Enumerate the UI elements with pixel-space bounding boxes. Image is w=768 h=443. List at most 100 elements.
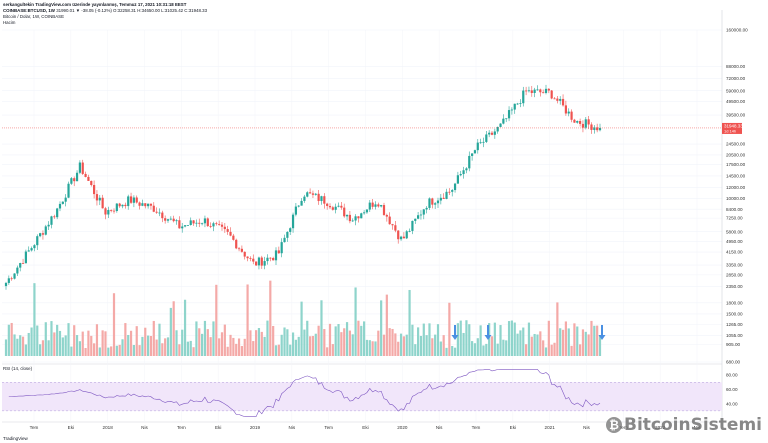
candle-body (198, 222, 201, 224)
volume-bar (27, 332, 30, 356)
candle-body (331, 207, 334, 210)
candle-body (382, 205, 386, 215)
candle-body (164, 218, 167, 221)
candle-body (121, 204, 124, 207)
rsi-band (2, 382, 722, 411)
volume-bar (476, 338, 479, 356)
candle-body (115, 203, 118, 212)
volume-bar (363, 321, 366, 356)
candle-body (394, 225, 397, 231)
volume-bar (175, 330, 178, 356)
candle-body (561, 98, 565, 106)
volume-bar (232, 337, 235, 356)
candle-body (385, 214, 388, 217)
candle-body (522, 90, 525, 104)
volume-bar (215, 284, 218, 356)
volume-bar (465, 320, 468, 356)
volume-bar (448, 302, 451, 356)
volume-bar (462, 332, 465, 356)
candle-body (41, 233, 45, 235)
candle-body (300, 200, 303, 206)
time-tick-label: Tem (324, 425, 333, 430)
volume-bar (502, 339, 505, 356)
candle-body (201, 223, 204, 225)
volume-arrow-head (451, 335, 459, 340)
volume-bar (559, 328, 562, 356)
price-tick-label: 14500.00 (726, 174, 746, 179)
candle-body (155, 211, 158, 213)
time-tick-label: Nis (694, 425, 701, 430)
price-tick-label: 7250.00 (726, 216, 743, 221)
candle-body (36, 236, 39, 246)
volume-bar (581, 329, 585, 356)
candle-body (206, 218, 209, 227)
volume-bar (255, 330, 258, 356)
candle-body (510, 109, 513, 111)
candle-body (189, 220, 192, 226)
volume-bar (218, 338, 221, 356)
volume-bar (598, 335, 602, 356)
volume-bar (544, 347, 548, 356)
candle-body (215, 223, 218, 225)
candle-body (175, 220, 178, 222)
candle-body (104, 208, 107, 215)
candle-body (317, 193, 320, 202)
price-tick-label: 1055.00 (726, 333, 743, 338)
volume-bar (453, 347, 457, 356)
candle-body (289, 228, 292, 232)
candle-body (192, 220, 195, 224)
volume-bar (195, 321, 198, 356)
candle-body (598, 127, 602, 131)
symbol-info: COINBASE:BTCUSD, 1W 31990.01 ▼ -38.05 (-… (3, 8, 208, 13)
candle-body (152, 205, 155, 212)
candle-body (536, 89, 539, 91)
volume-bar (186, 341, 189, 356)
candle-body (27, 250, 30, 252)
volume-bar (87, 330, 90, 356)
volume-bar (439, 341, 442, 356)
candle-body (442, 197, 445, 199)
candle-body (10, 278, 13, 280)
volume-bar (539, 331, 542, 356)
volume-bar (44, 322, 47, 356)
volume-bar (507, 321, 511, 356)
candle-body (67, 183, 70, 198)
candle-body (112, 210, 116, 212)
candle-body (533, 89, 536, 94)
volume-bar (36, 325, 39, 356)
candle-body (169, 218, 172, 220)
volume-bar (260, 331, 263, 356)
candle-body (559, 98, 562, 101)
rsi-label: RSI (14, close) (3, 366, 33, 371)
volume-bar (223, 324, 226, 356)
time-tick-label: 2018 (103, 425, 114, 430)
candle-body (223, 226, 226, 230)
candle-body (328, 205, 332, 208)
volume-bar (343, 328, 346, 356)
volume-bar (252, 341, 255, 356)
candle-body (408, 230, 411, 232)
candle-body (351, 220, 354, 222)
volume-bar (178, 344, 181, 356)
volume-bar (391, 328, 394, 356)
volume-bar (556, 302, 559, 356)
volume-bar (399, 333, 403, 356)
candle-body (587, 119, 590, 125)
time-tick-label: Nis (289, 425, 296, 430)
candle-body (590, 124, 593, 130)
price-tick-label: 24500.00 (726, 142, 746, 147)
candle-body (172, 218, 175, 222)
candle-body (414, 218, 417, 221)
candle-body (161, 212, 164, 219)
volume-bar (519, 330, 522, 356)
volume-bar (345, 322, 349, 356)
candle-body (422, 209, 425, 215)
volume-arrow-head (484, 335, 492, 340)
candle-body (232, 235, 235, 240)
volume-bar (354, 287, 357, 356)
volume-bar (371, 341, 374, 356)
volume-bar (240, 346, 243, 356)
volume-bar (334, 326, 337, 356)
candle-body (144, 203, 147, 207)
